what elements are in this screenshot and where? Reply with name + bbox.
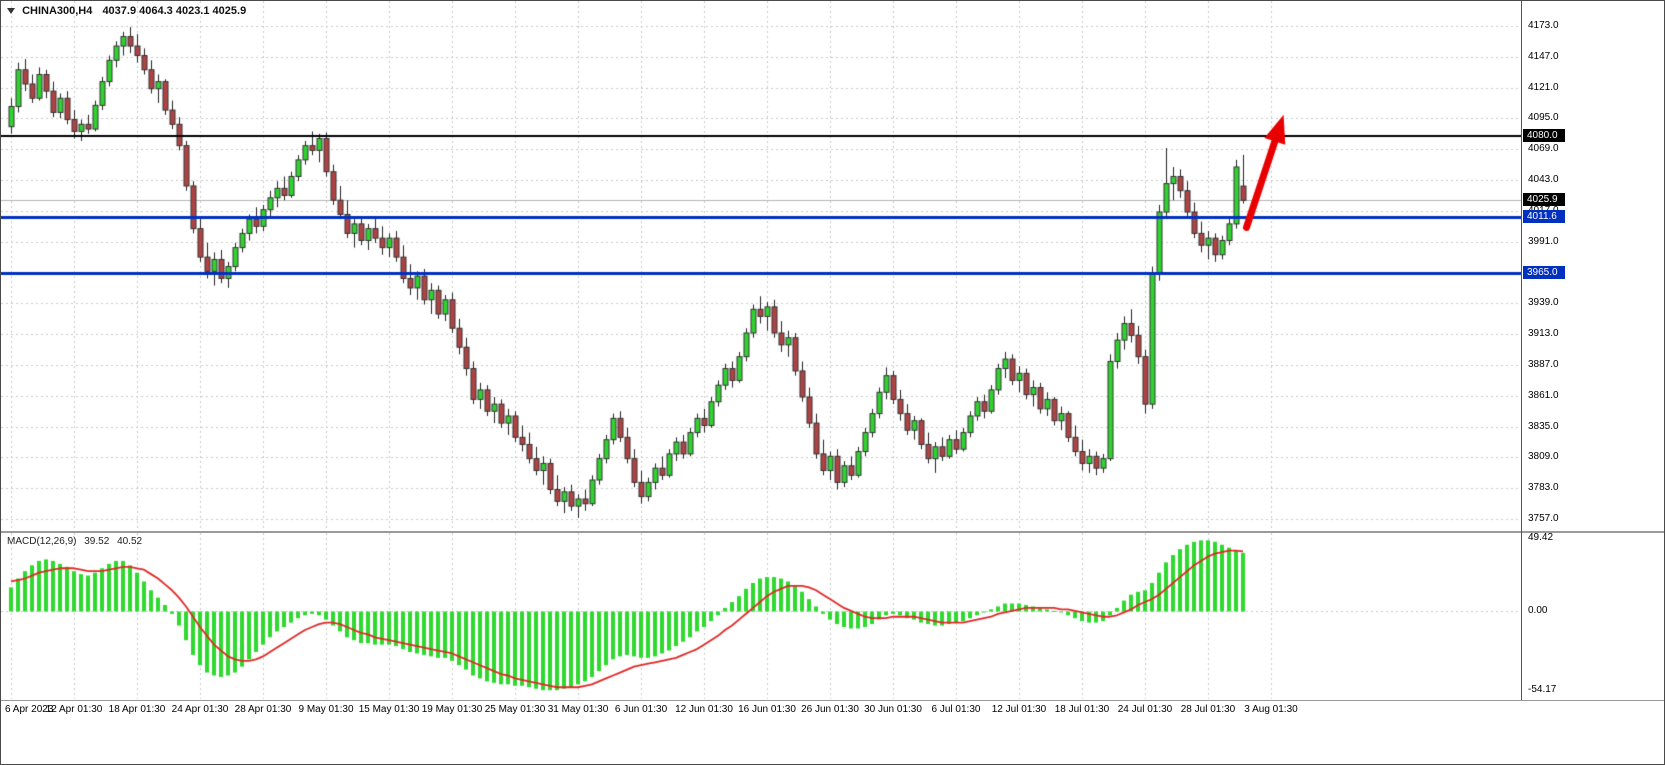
price-tick-label: 4173.0 xyxy=(1528,19,1559,31)
time-axis-label: 18 Jul 01:30 xyxy=(1054,704,1110,715)
macd-axis: 49.42 0.00 -54.17 xyxy=(1522,1,1602,764)
time-axis-label: 26 Jun 01:30 xyxy=(801,704,859,715)
price-tick-label: 3861.0 xyxy=(1528,389,1559,401)
macd-tick-label: -54.17 xyxy=(1528,684,1557,696)
price-tick-label: 4043.0 xyxy=(1528,174,1559,186)
price-tick-label: 3835.0 xyxy=(1528,420,1559,432)
current-price-tag: 4025.9 xyxy=(1523,193,1565,207)
hline-price-tag[interactable]: 3965.0 xyxy=(1523,265,1565,279)
time-axis-label: 24 Jul 01:30 xyxy=(1117,704,1173,715)
time-axis-label: 6 Apr 2023 xyxy=(5,704,54,715)
price-tick-label: 3757.0 xyxy=(1528,513,1559,525)
trend-arrow-annotation[interactable] xyxy=(1239,105,1295,235)
hline-price-tag[interactable]: 4080.0 xyxy=(1523,129,1565,143)
time-axis-label: 6 Jun 01:30 xyxy=(614,704,668,715)
price-tick-label: 3939.0 xyxy=(1528,297,1559,309)
time-axis-label: 28 Apr 01:30 xyxy=(234,704,292,715)
macd-signal-value: 40.52 xyxy=(117,536,143,547)
time-axis-label: 3 Aug 01:30 xyxy=(1244,704,1298,715)
price-tick-label: 4147.0 xyxy=(1528,50,1559,62)
time-axis-label: 31 May 01:30 xyxy=(547,704,609,715)
time-axis-label: 15 May 01:30 xyxy=(358,704,420,715)
time-axis-label: 25 May 01:30 xyxy=(484,704,546,715)
ohlc-values: 4037.9 4064.3 4023.1 4025.9 xyxy=(102,5,247,17)
time-axis-label: 12 Apr 01:30 xyxy=(45,704,103,715)
price-tick-label: 3913.0 xyxy=(1528,328,1559,340)
price-tick-label: 3809.0 xyxy=(1528,451,1559,463)
macd-main-value: 39.52 xyxy=(84,536,110,547)
time-axis-label: 19 May 01:30 xyxy=(421,704,483,715)
price-tick-label: 3887.0 xyxy=(1528,359,1559,370)
symbol-label: CHINA300,H4 xyxy=(22,5,93,17)
time-axis-label: 30 Jun 01:30 xyxy=(864,704,922,715)
price-axis: 4173.04147.04121.04095.04069.04043.04017… xyxy=(1522,1,1602,764)
time-axis-label: 24 Apr 01:30 xyxy=(171,704,229,715)
symbol-marker-icon xyxy=(7,8,15,14)
macd-info: MACD(12,26,9) 39.52 40.52 xyxy=(7,536,142,547)
symbol-info: CHINA300,H4 4037.9 4064.3 4023.1 4025.9 xyxy=(7,5,246,17)
macd-tick-label: 0.00 xyxy=(1528,604,1548,616)
price-tick-label: 4069.0 xyxy=(1528,143,1559,155)
price-tick-label: 3991.0 xyxy=(1528,235,1559,247)
hline-price-tag[interactable]: 4011.6 xyxy=(1523,210,1565,224)
price-tick-label: 4121.0 xyxy=(1528,81,1559,93)
macd-tick-label: 49.42 xyxy=(1528,532,1554,544)
time-axis-label: 28 Jul 01:30 xyxy=(1180,704,1236,715)
price-tick-label: 3783.0 xyxy=(1528,482,1559,494)
time-axis-label: 6 Jul 01:30 xyxy=(931,704,981,715)
time-axis: 6 Apr 2023 12 Apr 01:30 18 Apr 01:30 24 Apr… xyxy=(1,1,1522,764)
time-axis-label: 16 Jun 01:30 xyxy=(738,704,796,715)
panel-separator[interactable] xyxy=(1,531,1664,533)
price-tick-label: 4095.0 xyxy=(1528,112,1559,124)
axis-separator-line xyxy=(1521,1,1522,700)
macd-label: MACD(12,26,9) xyxy=(7,536,77,547)
time-axis-label: 12 Jun 01:30 xyxy=(675,704,733,715)
macd-chart-canvas[interactable] xyxy=(1,533,1521,699)
time-axis-label: 9 May 01:30 xyxy=(298,704,354,715)
time-axis-label: 18 Apr 01:30 xyxy=(108,704,166,715)
main-chart-canvas[interactable] xyxy=(1,1,1521,531)
time-axis-separator xyxy=(1,700,1664,701)
time-axis-label: 12 Jul 01:30 xyxy=(991,704,1047,715)
